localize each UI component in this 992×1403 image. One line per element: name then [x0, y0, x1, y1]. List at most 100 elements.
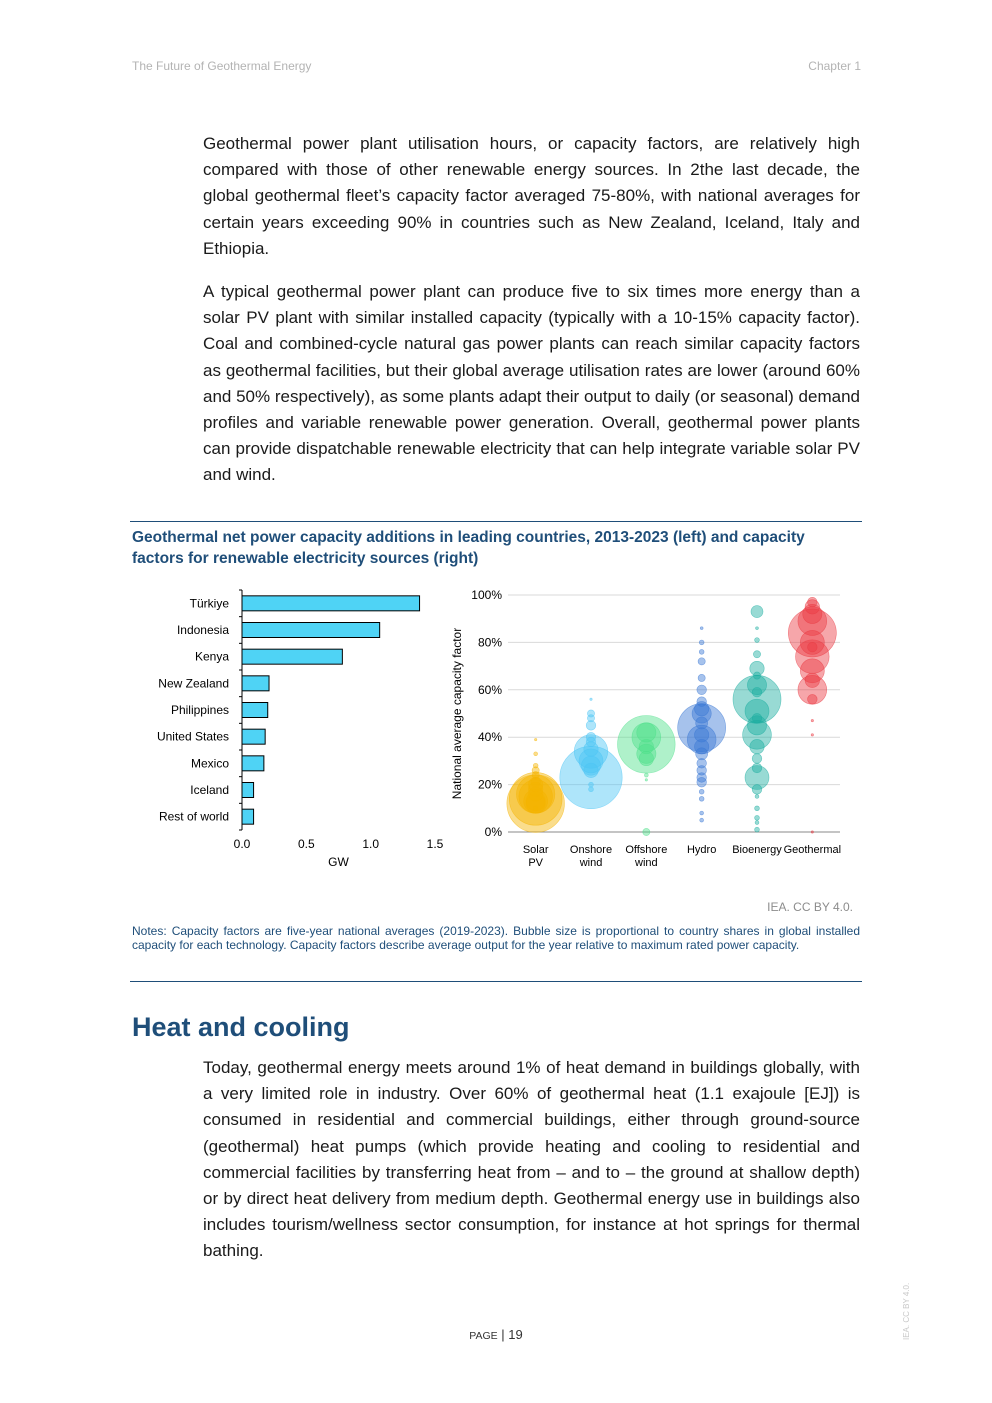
- bubble-4-16: [754, 637, 760, 643]
- bubble-2-2: [636, 722, 657, 743]
- bubble-1-7: [585, 732, 597, 743]
- figure-bottom-rule: [130, 981, 862, 982]
- bubble-1-4: [583, 762, 599, 778]
- figure-top-rule: [130, 521, 862, 522]
- bar-label: Mexico: [191, 756, 229, 770]
- bubble-4-19: [754, 826, 760, 833]
- bubble-3-22: [699, 626, 704, 630]
- bar-label: Iceland: [190, 783, 229, 797]
- bar-x-tick-label: 1.0: [362, 837, 379, 851]
- bubble-5-9: [807, 694, 818, 705]
- bubble-category-label: Bioenergy: [732, 844, 782, 856]
- bubble-category-label: Geothermal: [784, 844, 841, 856]
- bubble-2-7: [644, 772, 649, 778]
- bubble-4-3: [744, 765, 770, 790]
- bar-label: Indonesia: [177, 623, 229, 637]
- bubble-category-label: Solar: [523, 844, 549, 856]
- bubble-category-label: Onshore: [570, 844, 612, 856]
- bar-x-tick-label: 1.5: [427, 837, 444, 851]
- bubble-5-10: [807, 642, 818, 653]
- paragraph-heat-demand: Today, geothermal energy meets around 1%…: [203, 1058, 860, 1261]
- bubble-5-14: [810, 830, 814, 834]
- capacity-additions-bar-chart: Türkiye Indonesia Kenya New Zealand Philippi…: [157, 589, 444, 869]
- bubble-5-11: [807, 597, 818, 608]
- bubble-3-20: [699, 810, 704, 816]
- bubble-1-11: [588, 781, 594, 788]
- bubble-4-14: [753, 671, 761, 680]
- bubble-y-axis-label: National average capacity factor: [450, 628, 464, 799]
- bubble-4-8: [750, 605, 764, 618]
- bubble-0-10: [530, 777, 541, 788]
- bubble-2-5: [638, 739, 654, 755]
- bubble-3-16: [698, 649, 705, 655]
- bubble-category-label: Offshore: [625, 844, 667, 856]
- bubble-3-11: [696, 772, 707, 783]
- bar-x-tick-label: 0.0: [234, 837, 251, 851]
- bar-3: [241, 675, 270, 692]
- bubble-3-2: [691, 703, 712, 724]
- bubble-4-12: [751, 784, 763, 795]
- bubble-4-20: [754, 820, 760, 825]
- bubble-4-6: [749, 660, 765, 676]
- bubble-0-14: [532, 805, 539, 812]
- bubble-2-8: [644, 778, 648, 782]
- bar-4: [241, 702, 269, 718]
- bar-label: Rest of world: [159, 810, 229, 824]
- bubble-1-10: [587, 709, 595, 718]
- figure-title: Geothermal net power capacity additions …: [132, 529, 805, 567]
- bubble-2-6: [642, 828, 651, 836]
- bubble-category-label: wind: [579, 857, 603, 869]
- bubble-y-tick-label: 100%: [471, 588, 502, 602]
- bubble-3-18: [698, 789, 705, 795]
- bar-label: New Zealand: [158, 676, 229, 690]
- bubble-0-15: [533, 751, 538, 757]
- bubble-3-19: [698, 796, 705, 802]
- bar-7: [241, 782, 255, 798]
- bar-label: Philippines: [171, 703, 229, 717]
- bubble-4-17: [754, 805, 760, 812]
- bubble-0-12: [531, 766, 540, 775]
- bubble-1-12: [588, 786, 594, 793]
- bubble-3-15: [697, 657, 706, 666]
- section-heading: Heat and cooling: [132, 1012, 350, 1042]
- bubble-4-15: [753, 650, 761, 659]
- bubble-4-18: [754, 815, 760, 821]
- bar-1: [241, 622, 381, 638]
- bubble-3-8: [696, 765, 707, 776]
- bubble-3-14: [697, 674, 706, 682]
- bubble-3-21: [699, 817, 704, 823]
- figure-notes: Notes: Capacity factors are five-year na…: [132, 924, 860, 952]
- bubble-y-tick-label: 0%: [485, 825, 503, 839]
- bar-x-axis-label: GW: [328, 855, 349, 869]
- paragraph-comparison: A typical geothermal power plant can pro…: [203, 282, 860, 485]
- bubble-3-12: [696, 696, 707, 707]
- bubble-3-4: [694, 739, 710, 755]
- bubble-y-tick-label: 20%: [478, 778, 502, 792]
- bubble-4-4: [747, 715, 767, 736]
- side-license-mark: IEA. CC BY 4.0.: [902, 1282, 911, 1340]
- bubble-3-6: [695, 716, 708, 730]
- bubble-y-tick-label: 40%: [478, 730, 502, 744]
- bubble-3-7: [695, 747, 708, 761]
- bar-8: [241, 808, 255, 825]
- bar-label: Türkiye: [190, 596, 230, 610]
- bubble-y-tick-label: 80%: [478, 635, 502, 649]
- bubble-4-7: [749, 739, 765, 755]
- bubble-3-17: [698, 639, 705, 646]
- bubble-3-5: [694, 727, 710, 743]
- bubble-3-13: [696, 684, 707, 695]
- bubble-0-13: [532, 762, 539, 769]
- bar-x-tick-label: 0.5: [298, 837, 315, 851]
- bubble-4-13: [751, 713, 763, 724]
- bar-5: [241, 728, 266, 745]
- bubble-4-22: [755, 626, 759, 630]
- capacity-factor-bubble-chart: 0% 20% 40% 60% 80% 100% National average capac…: [450, 588, 841, 869]
- bar-6: [241, 755, 265, 772]
- bubble-4-11: [751, 762, 763, 774]
- bubble-y-tick-label: 60%: [478, 683, 502, 697]
- bubble-1-8: [585, 720, 597, 731]
- page-number: Page | 19: [469, 1327, 523, 1342]
- bubble-4-10: [751, 753, 763, 764]
- bubble-0-16: [534, 738, 538, 742]
- bar-label: Kenya: [195, 650, 229, 664]
